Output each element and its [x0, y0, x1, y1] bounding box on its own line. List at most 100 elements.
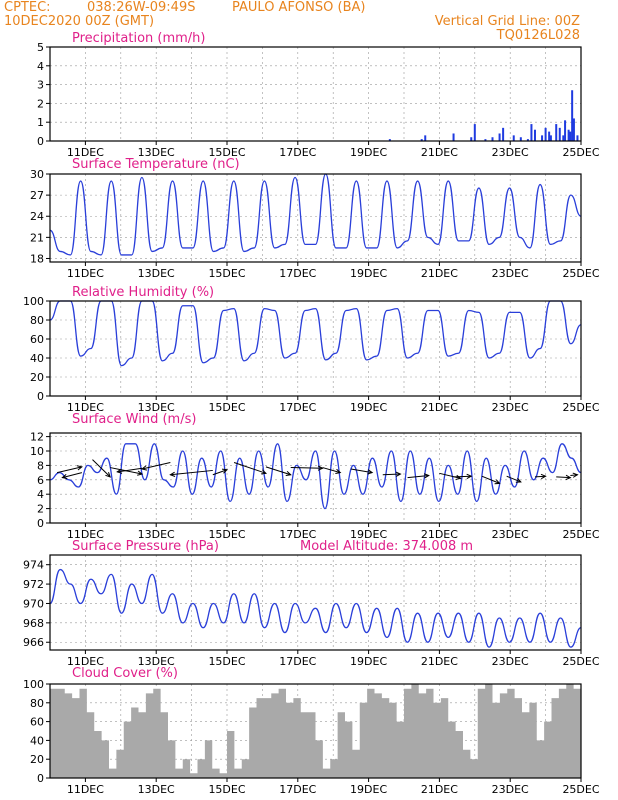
x-tick-label: 11DEC	[67, 146, 104, 159]
panel-title: Relative Humidity (%)	[72, 285, 214, 300]
precip-bar	[526, 139, 529, 141]
precip-bar	[452, 133, 455, 141]
x-tick-label: 21DEC	[421, 267, 458, 280]
y-tick-label: 0	[37, 135, 44, 148]
x-tick-label: 11DEC	[67, 783, 104, 796]
wind-arrow-head	[260, 469, 268, 475]
x-tick-label: 19DEC	[350, 401, 387, 414]
x-tick-label: 23DEC	[492, 146, 529, 159]
x-tick-label: 17DEC	[279, 267, 316, 280]
x-tick-label: 23DEC	[492, 783, 529, 796]
y-tick-label: 40	[30, 734, 44, 747]
wind-arrow-head	[116, 468, 123, 474]
wind-arrow	[534, 473, 547, 480]
cloud-area	[50, 684, 581, 778]
y-tick-label: 1	[37, 116, 44, 129]
wind-arrow-shaft	[117, 467, 143, 473]
header-datetime: 10DEC2020 00Z (GMT)	[4, 14, 154, 29]
wind-arrow-shaft	[265, 466, 291, 476]
wind-arrow	[61, 472, 82, 480]
x-tick-label: 21DEC	[421, 401, 458, 414]
header-coords: 038:26W-09:49S	[87, 0, 195, 15]
precip-bar	[533, 129, 536, 141]
y-tick-label: 30	[30, 168, 44, 181]
x-tick-label: 17DEC	[279, 528, 316, 541]
wind-arrow-head	[137, 470, 144, 476]
wind-arrow-head	[76, 465, 83, 471]
precip-bar	[470, 137, 473, 141]
x-tick-label: 15DEC	[208, 267, 245, 280]
precip-bar	[558, 127, 561, 141]
wind-arrow-head	[285, 470, 292, 476]
precip-bar	[576, 135, 579, 141]
y-tick-label: 21	[30, 231, 44, 244]
wind-arrow-head	[572, 472, 579, 478]
wind-arrow-shaft	[212, 469, 228, 476]
x-tick-label: 15DEC	[208, 783, 245, 796]
wind-arrow-shaft	[506, 475, 522, 483]
x-tick-label: 21DEC	[421, 146, 458, 159]
x-tick-label: 19DEC	[350, 146, 387, 159]
wind-arrow-head	[515, 477, 522, 483]
y-tick-label: 12	[30, 431, 44, 444]
x-tick-label: 15DEC	[208, 528, 245, 541]
wind-arrow-head	[317, 465, 324, 471]
x-tick-label: 13DEC	[138, 783, 175, 796]
panel-title: Precipitation (mm/h)	[72, 31, 205, 46]
header-location: PAULO AFONSO (BA)	[232, 0, 365, 15]
precip-bar	[572, 118, 575, 141]
precip-bar	[548, 131, 551, 141]
y-tick-label: 970	[23, 597, 44, 610]
y-tick-label: 40	[30, 352, 44, 365]
x-tick-label: 25DEC	[562, 655, 599, 668]
precip-bar	[491, 137, 494, 141]
wind-arrow-shaft	[481, 475, 500, 484]
y-tick-label: 972	[23, 578, 44, 591]
y-tick-label: 2	[37, 503, 44, 516]
panel-frame	[49, 683, 582, 779]
wind-arrow	[265, 466, 292, 476]
series-line	[49, 300, 582, 367]
x-tick-label: 25DEC	[562, 401, 599, 414]
model-altitude: Model Altitude: 374.008 m	[300, 539, 473, 554]
precip-bar	[502, 127, 505, 141]
panel-frame	[49, 554, 582, 651]
wind-arrow-shaft	[453, 475, 472, 478]
y-tick-label: 968	[23, 617, 44, 630]
wind-arrow	[506, 475, 522, 483]
wind-arrow	[92, 459, 112, 478]
precip-bar	[484, 139, 487, 141]
x-tick-label: 17DEC	[279, 655, 316, 668]
y-tick-label: 24	[30, 210, 44, 223]
x-tick-label: 13DEC	[138, 528, 175, 541]
x-tick-label: 17DEC	[279, 401, 316, 414]
x-tick-label: 21DEC	[421, 655, 458, 668]
x-tick-label: 21DEC	[421, 783, 458, 796]
series-line	[49, 568, 582, 648]
wind-arrow-shaft	[141, 462, 171, 470]
wind-arrow-head	[105, 472, 112, 478]
y-tick-label: 18	[30, 252, 44, 265]
x-tick-label: 19DEC	[350, 528, 387, 541]
y-tick-label: 974	[23, 559, 44, 572]
wind-arrow	[570, 472, 579, 478]
wind-arrow	[116, 467, 143, 474]
x-tick-label: 25DEC	[562, 783, 599, 796]
wind-arrow-head	[565, 474, 572, 481]
y-tick-label: 6	[37, 474, 44, 487]
panel-title: Cloud Cover (%)	[72, 666, 178, 681]
y-tick-label: 60	[30, 716, 44, 729]
y-tick-label: 20	[30, 753, 44, 766]
wind-arrow-shaft	[556, 476, 571, 479]
precip-bar	[473, 124, 476, 141]
wind-arrow	[290, 465, 324, 471]
x-tick-label: 25DEC	[562, 267, 599, 280]
wind-arrow-head	[423, 473, 430, 479]
wind-arrow-shaft	[92, 459, 111, 478]
wind-arrow-head	[61, 474, 68, 480]
panel-title: Surface Wind (m/s)	[72, 412, 196, 427]
x-tick-label: 15DEC	[208, 146, 245, 159]
y-tick-label: 5	[37, 41, 44, 54]
x-tick-label: 11DEC	[67, 401, 104, 414]
